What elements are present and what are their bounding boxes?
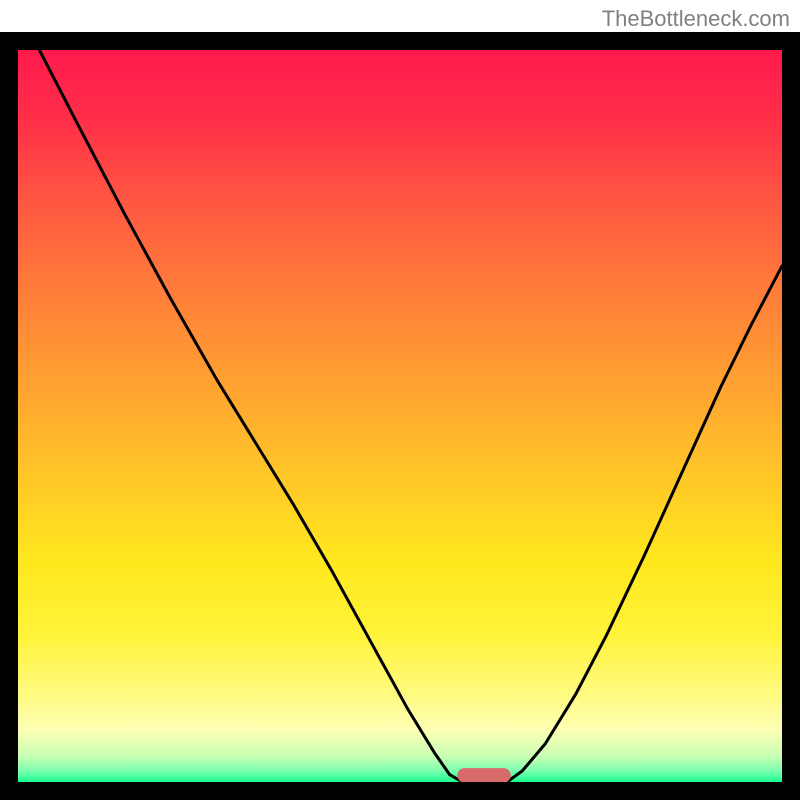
watermark-text: TheBottleneck.com	[602, 6, 790, 32]
minimum-marker	[457, 768, 511, 782]
gradient-background	[18, 50, 782, 782]
plot-area	[18, 50, 782, 782]
